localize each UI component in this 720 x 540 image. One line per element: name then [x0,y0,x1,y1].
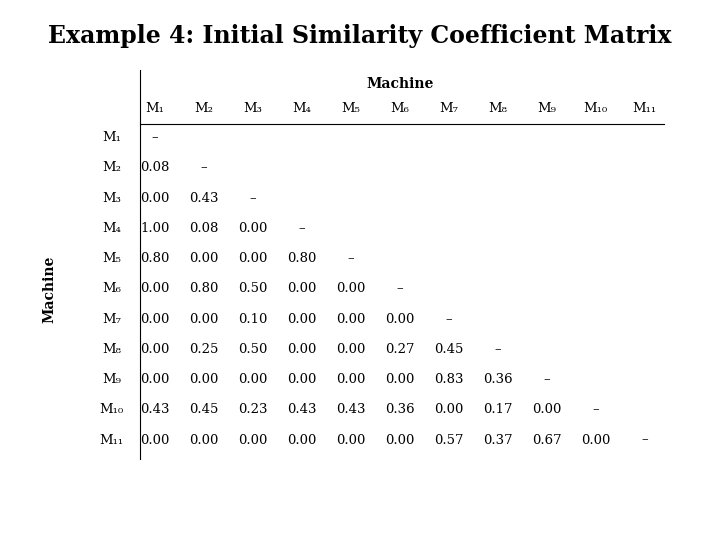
Text: 0.50: 0.50 [238,343,267,356]
Text: 0.00: 0.00 [140,343,169,356]
Text: 0.17: 0.17 [483,403,512,416]
Text: M₈: M₈ [102,343,121,356]
Text: M₂: M₂ [102,161,121,174]
Text: 0.00: 0.00 [238,252,267,265]
Text: 0.00: 0.00 [140,434,169,447]
Text: M₇: M₇ [439,102,458,114]
Text: M₂: M₂ [194,102,213,114]
Text: 0.00: 0.00 [287,313,316,326]
Text: 0.43: 0.43 [189,192,218,205]
Text: 0.27: 0.27 [385,343,414,356]
Text: M₁: M₁ [145,102,164,114]
Text: 0.00: 0.00 [140,313,169,326]
Text: 0.50: 0.50 [238,282,267,295]
Text: M₁₁: M₁₁ [99,434,124,447]
Text: 0.25: 0.25 [189,343,218,356]
Text: 0.00: 0.00 [336,373,365,386]
Text: M₆: M₆ [102,282,121,295]
Text: 0.08: 0.08 [189,222,218,235]
Text: M₉: M₉ [102,373,121,386]
Text: M₁: M₁ [102,131,121,144]
Text: M₄: M₄ [292,102,311,114]
Text: 0.00: 0.00 [336,282,365,295]
Text: 0.00: 0.00 [189,252,218,265]
Text: 0.00: 0.00 [287,282,316,295]
Text: 1.00: 1.00 [140,222,169,235]
Text: 0.43: 0.43 [287,403,316,416]
Text: –: – [249,192,256,205]
Text: 0.83: 0.83 [434,373,463,386]
Text: M₅: M₅ [102,252,121,265]
Text: 0.00: 0.00 [336,313,365,326]
Text: 0.00: 0.00 [287,373,316,386]
Text: 0.80: 0.80 [189,282,218,295]
Text: 0.37: 0.37 [482,434,513,447]
Text: M₆: M₆ [390,102,409,114]
Text: 0.00: 0.00 [238,222,267,235]
Text: 0.00: 0.00 [385,313,414,326]
Text: –: – [151,131,158,144]
Text: 0.36: 0.36 [384,403,415,416]
Text: 0.43: 0.43 [336,403,365,416]
Text: M₃: M₃ [102,192,121,205]
Text: 0.00: 0.00 [189,313,218,326]
Text: 0.00: 0.00 [434,403,463,416]
Text: 0.80: 0.80 [140,252,169,265]
Text: Machine: Machine [366,77,433,91]
Text: M₉: M₉ [537,102,556,114]
Text: M₈: M₈ [488,102,507,114]
Text: M₃: M₃ [243,102,262,114]
Text: 0.00: 0.00 [385,373,414,386]
Text: –: – [543,373,550,386]
Text: –: – [396,282,403,295]
Text: M₁₀: M₁₀ [583,102,608,114]
Text: 0.00: 0.00 [140,373,169,386]
Text: –: – [641,434,648,447]
Text: –: – [445,313,452,326]
Text: 0.00: 0.00 [385,434,414,447]
Text: Example 4: Initial Similarity Coefficient Matrix: Example 4: Initial Similarity Coefficien… [48,24,672,48]
Text: 0.00: 0.00 [336,434,365,447]
Text: 0.00: 0.00 [238,373,267,386]
Text: –: – [494,343,501,356]
Text: M₇: M₇ [102,313,121,326]
Text: 0.00: 0.00 [336,343,365,356]
Text: 0.00: 0.00 [140,192,169,205]
Text: 0.10: 0.10 [238,313,267,326]
Text: 0.57: 0.57 [434,434,463,447]
Text: 0.45: 0.45 [189,403,218,416]
Text: M₁₁: M₁₁ [632,102,657,114]
Text: –: – [347,252,354,265]
Text: M₅: M₅ [341,102,360,114]
Text: M₄: M₄ [102,222,121,235]
Text: Machine: Machine [42,255,56,322]
Text: 0.80: 0.80 [287,252,316,265]
Text: 0.00: 0.00 [189,434,218,447]
Text: 0.36: 0.36 [482,373,513,386]
Text: 0.23: 0.23 [238,403,267,416]
Text: –: – [200,161,207,174]
Text: 0.00: 0.00 [581,434,610,447]
Text: 0.00: 0.00 [287,343,316,356]
Text: 0.00: 0.00 [287,434,316,447]
Text: 0.67: 0.67 [531,434,562,447]
Text: M₁₀: M₁₀ [99,403,124,416]
Text: 0.00: 0.00 [238,434,267,447]
Text: 0.08: 0.08 [140,161,169,174]
Text: 0.00: 0.00 [189,373,218,386]
Text: 0.00: 0.00 [532,403,561,416]
Text: 0.00: 0.00 [140,282,169,295]
Text: 0.45: 0.45 [434,343,463,356]
Text: 0.43: 0.43 [140,403,169,416]
Text: –: – [298,222,305,235]
Text: –: – [592,403,599,416]
